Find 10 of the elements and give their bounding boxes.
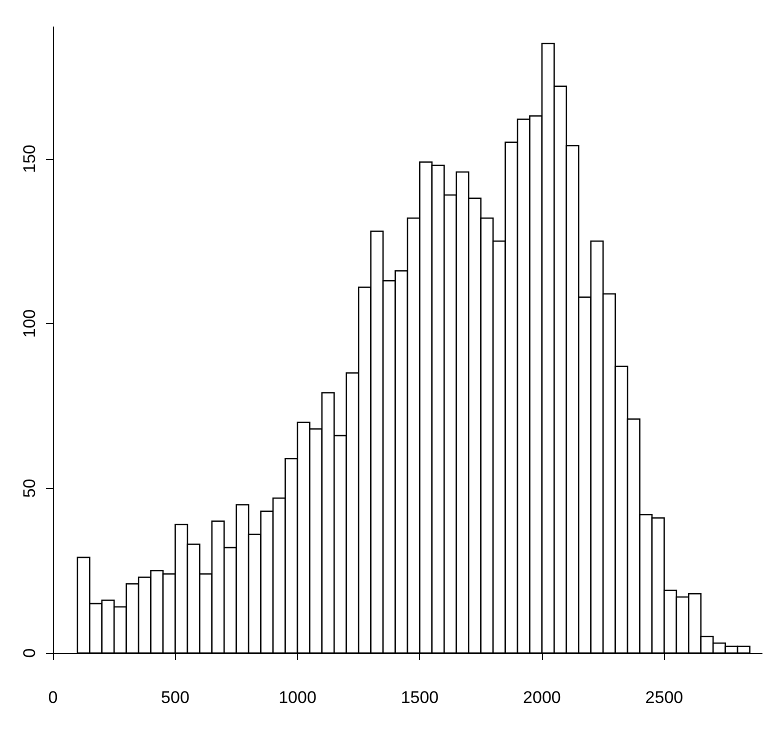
x-tick-label: 2000 — [523, 688, 561, 707]
y-tick-label: 100 — [20, 309, 39, 338]
y-tick-label: 0 — [20, 648, 39, 658]
x-tick-label: 1500 — [400, 688, 439, 707]
x-tick-label: 0 — [48, 688, 58, 707]
y-tick-label: 150 — [20, 144, 39, 173]
y-tick-label: 50 — [20, 478, 39, 498]
x-tick-label: 500 — [161, 688, 190, 707]
x-tick-label: 1000 — [278, 688, 316, 707]
x-tick-label: 2500 — [645, 688, 684, 707]
